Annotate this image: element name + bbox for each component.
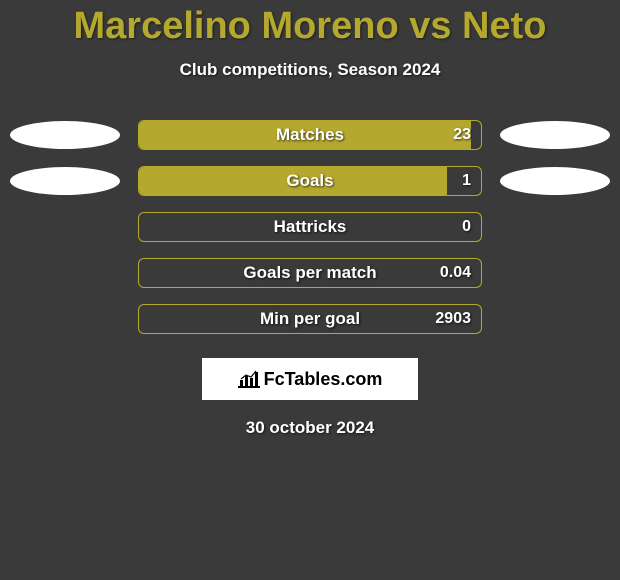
stat-value: 0: [462, 218, 471, 236]
stat-row: Goals per match0.04: [0, 258, 620, 288]
stat-row: Goals1: [0, 166, 620, 196]
site-logo: FcTables.com: [202, 358, 418, 400]
stat-value: 2903: [435, 310, 471, 328]
stat-label: Min per goal: [139, 309, 481, 329]
spacer: [500, 213, 610, 241]
spacer: [500, 305, 610, 333]
spacer: [10, 213, 120, 241]
stat-value: 23: [453, 126, 471, 144]
stat-label: Matches: [139, 125, 481, 145]
chart-icon: [238, 370, 260, 388]
stat-bar: Goals per match0.04: [138, 258, 482, 288]
subtitle: Club competitions, Season 2024: [0, 60, 620, 80]
stat-label: Goals per match: [139, 263, 481, 283]
stat-row: Min per goal2903: [0, 304, 620, 334]
stat-label: Goals: [139, 171, 481, 191]
player-indicator-right: [500, 121, 610, 149]
stat-bar: Hattricks0: [138, 212, 482, 242]
spacer: [10, 305, 120, 333]
page-title: Marcelino Moreno vs Neto: [0, 5, 620, 48]
stat-label: Hattricks: [139, 217, 481, 237]
spacer: [10, 259, 120, 287]
stat-bar: Goals1: [138, 166, 482, 196]
stat-value: 1: [462, 172, 471, 190]
stat-row: Matches23: [0, 120, 620, 150]
stat-row: Hattricks0: [0, 212, 620, 242]
player-indicator-left: [10, 121, 120, 149]
stat-bar: Min per goal2903: [138, 304, 482, 334]
comparison-container: Marcelino Moreno vs Neto Club competitio…: [0, 0, 620, 438]
stats-area: Matches23 Goals1 Hattricks0 Goals per match…: [0, 120, 620, 334]
spacer: [500, 259, 610, 287]
player-indicator-right: [500, 167, 610, 195]
player-indicator-left: [10, 167, 120, 195]
date-label: 30 october 2024: [0, 418, 620, 438]
stat-value: 0.04: [440, 264, 471, 282]
stat-bar: Matches23: [138, 120, 482, 150]
logo-text: FcTables.com: [264, 369, 383, 390]
